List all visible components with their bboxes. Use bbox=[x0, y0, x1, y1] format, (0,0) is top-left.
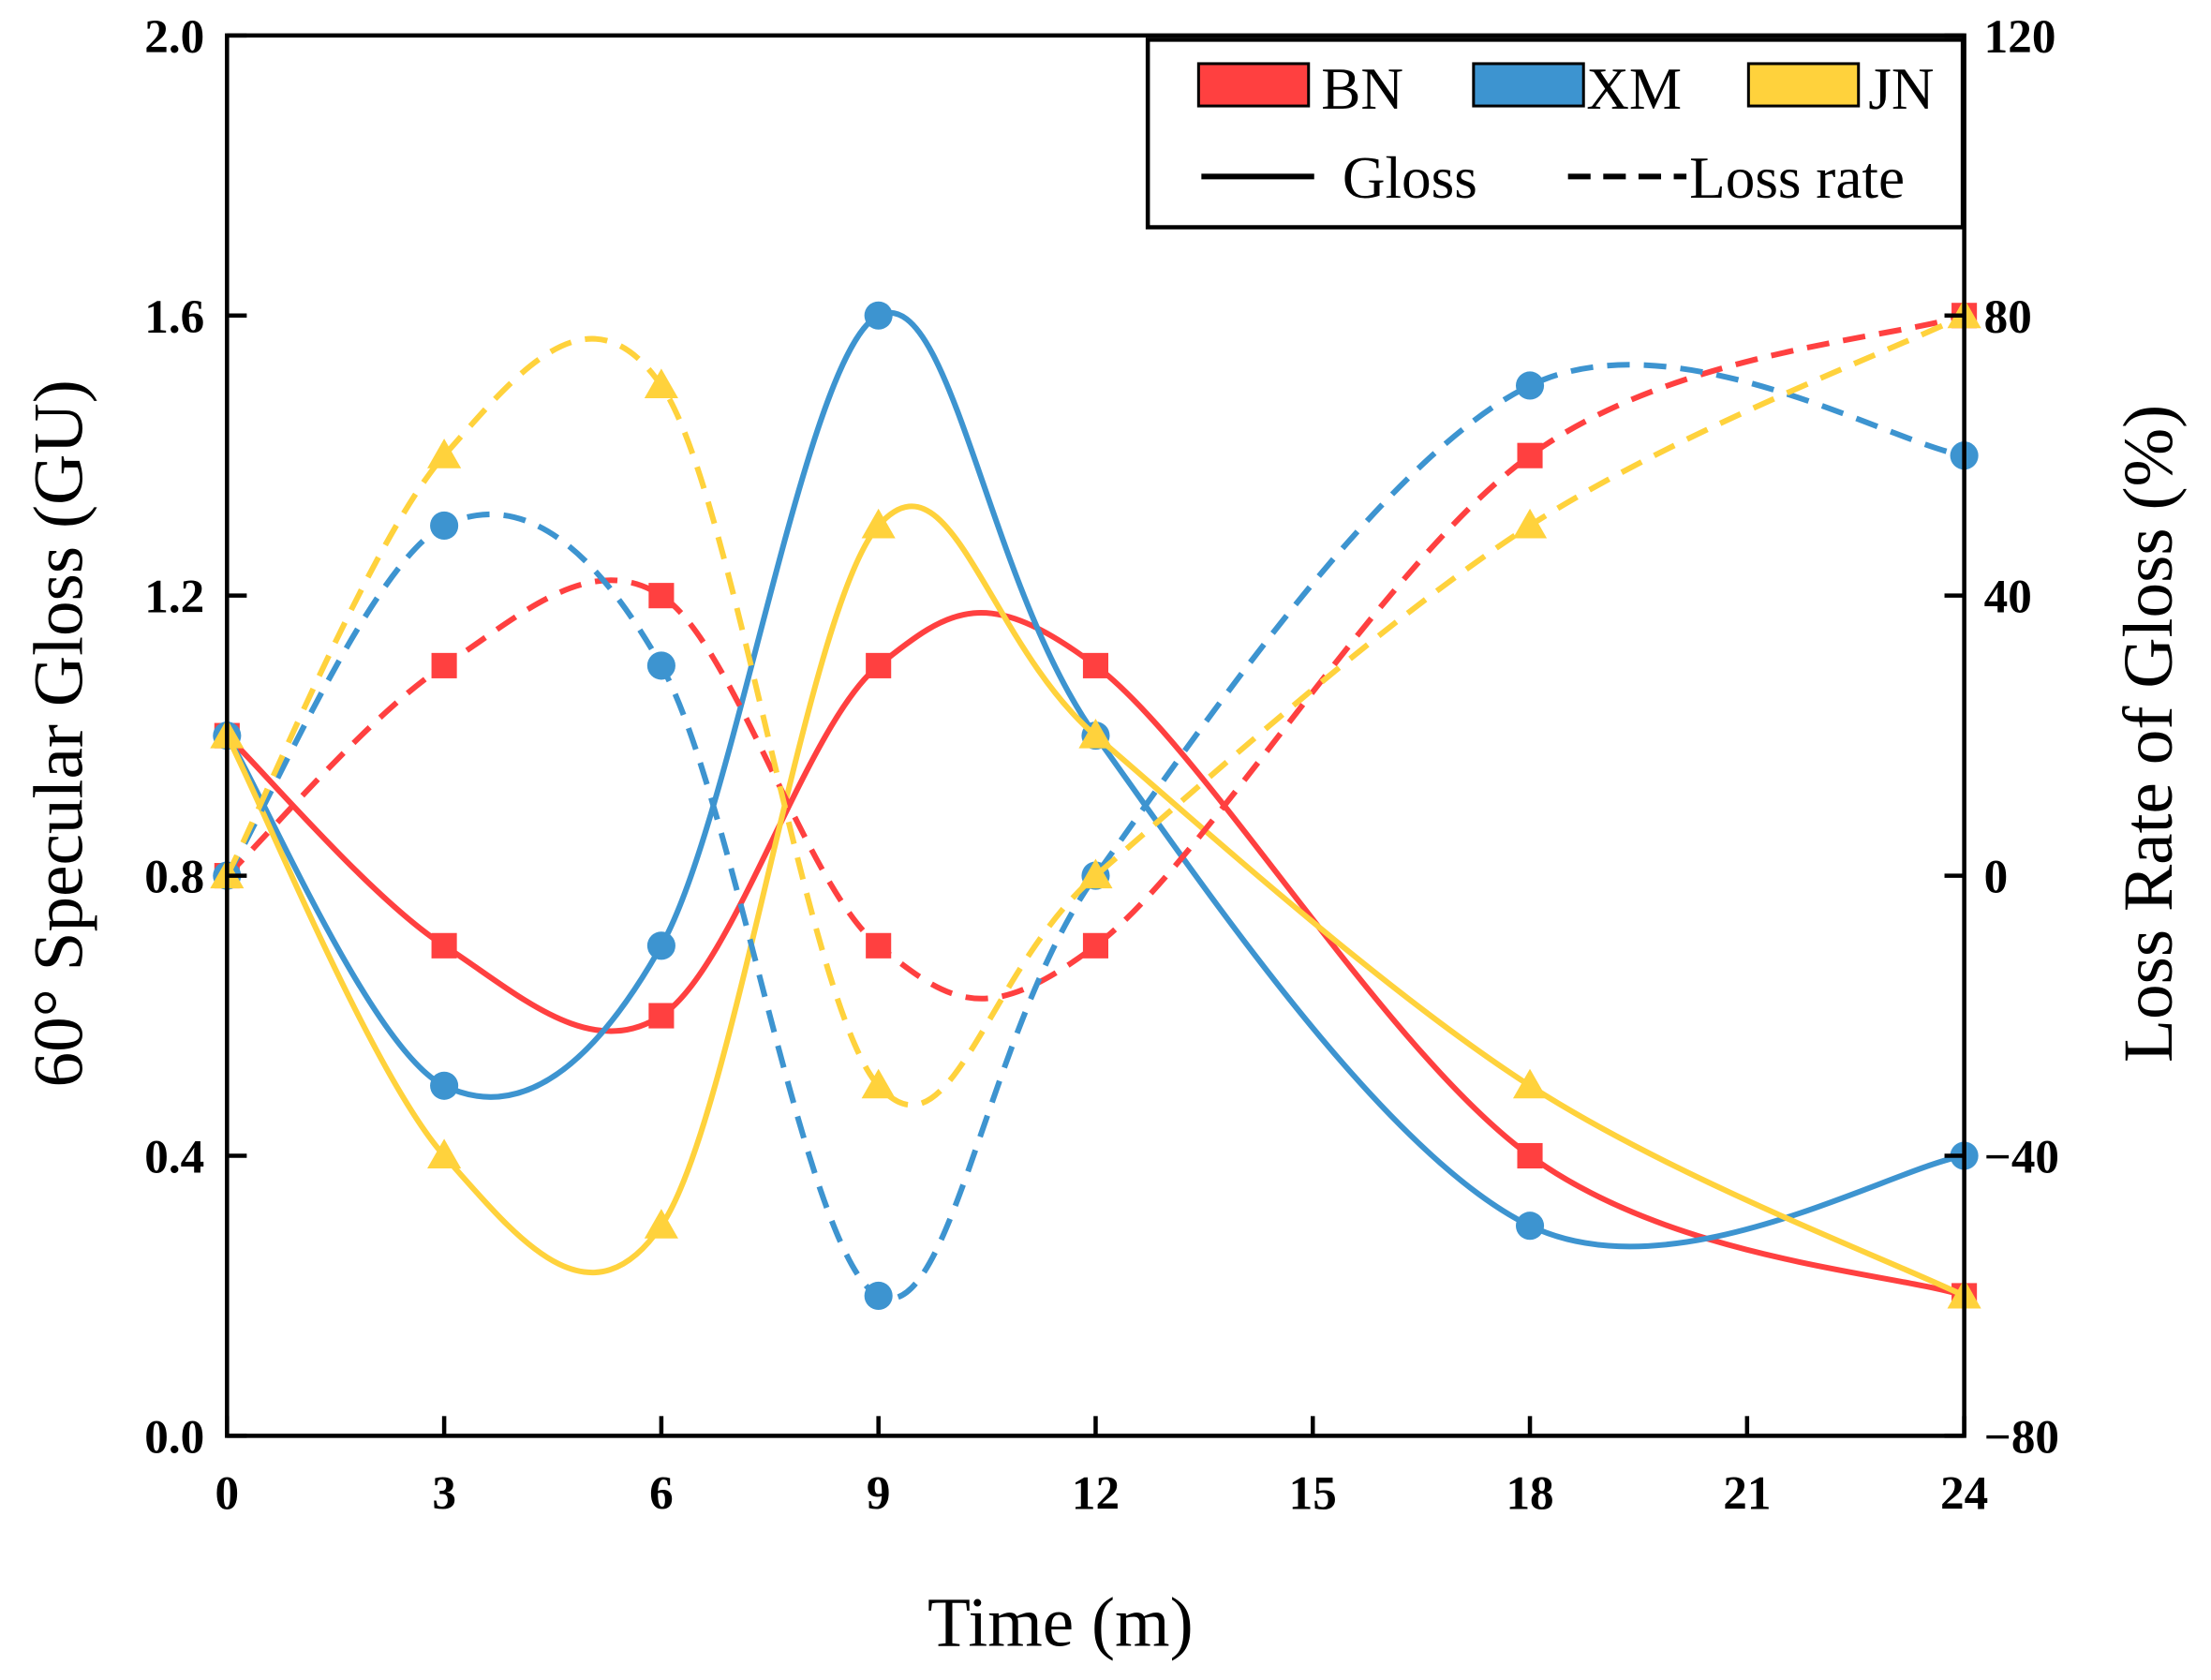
legend-swatch-jn bbox=[1746, 62, 1861, 108]
data-point-bn-loss-rate bbox=[866, 932, 892, 959]
y2-tick-label: −80 bbox=[1984, 1410, 2059, 1464]
series-line-bn-loss-rate bbox=[225, 312, 1966, 1002]
series-layer bbox=[210, 298, 1981, 1310]
data-point-jn-loss-rate bbox=[427, 439, 462, 468]
y2-tick-label: 0 bbox=[1984, 851, 2009, 904]
data-point-bn-gloss bbox=[648, 1003, 675, 1029]
data-point-bn-loss-rate bbox=[1082, 932, 1109, 959]
data-point-jn-loss-rate bbox=[644, 368, 678, 399]
data-point-bn-gloss bbox=[1082, 652, 1109, 678]
legend-label-bn: BN bbox=[1321, 56, 1403, 122]
data-point-xm-gloss bbox=[430, 1071, 459, 1100]
data-point-xm-loss-rate bbox=[646, 651, 675, 680]
series-line-xm-gloss bbox=[224, 309, 1966, 1250]
data-point-xm-loss-rate bbox=[1515, 371, 1545, 400]
legend-label-gloss: Gloss bbox=[1343, 145, 1477, 211]
data-point-bn-gloss bbox=[1517, 1142, 1543, 1169]
data-point-jn-gloss bbox=[427, 1138, 462, 1169]
x-tick-label: 21 bbox=[1723, 1467, 1771, 1521]
data-point-jn-loss-rate bbox=[1078, 858, 1113, 889]
data-point-bn-loss-rate bbox=[431, 652, 457, 678]
y-tick-label: 2.0 bbox=[144, 10, 204, 64]
y2-tick-label: 80 bbox=[1984, 290, 2032, 344]
x-tick-label: 6 bbox=[649, 1467, 674, 1521]
y-tick-label: 0.8 bbox=[144, 851, 204, 904]
series-line-xm-loss-rate bbox=[224, 362, 1966, 1301]
data-point-xm-gloss bbox=[864, 301, 893, 330]
y-tick-label: 1.2 bbox=[144, 571, 204, 624]
series-line-bn-gloss bbox=[225, 610, 1966, 1299]
legend-swatch-bn bbox=[1196, 62, 1311, 108]
data-point-xm-gloss bbox=[1515, 1212, 1545, 1241]
y-tick-label: 0.0 bbox=[144, 1410, 204, 1464]
data-point-bn-gloss bbox=[431, 932, 457, 959]
y-tick-label: 0.4 bbox=[144, 1131, 204, 1184]
data-point-bn-loss-rate bbox=[648, 583, 675, 609]
series-line-jn-loss-rate bbox=[224, 313, 1966, 1108]
y2-axis-label: Loss Rate of Gloss (%) bbox=[2110, 405, 2188, 1063]
data-point-xm-gloss bbox=[646, 931, 675, 960]
data-point-bn-loss-rate bbox=[1517, 442, 1543, 468]
data-point-xm-loss-rate bbox=[430, 511, 459, 540]
x-tick-label: 12 bbox=[1072, 1467, 1120, 1521]
x-tick-label: 0 bbox=[215, 1467, 240, 1521]
y2-tick-label: −40 bbox=[1984, 1131, 2059, 1184]
x-tick-label: 3 bbox=[432, 1467, 456, 1521]
x-tick-label: 18 bbox=[1506, 1467, 1553, 1521]
data-point-xm-loss-rate bbox=[864, 1281, 893, 1310]
ticks-layer: 0 3 6 9 12 15 18 21 24 0.0 0.4 0.8 1.2 1.6 2.0 −80 −40 0 4… bbox=[144, 10, 2059, 1521]
y-axis-label: 60° Specular Gloss (GU) bbox=[20, 379, 97, 1087]
series-line-jn-gloss bbox=[224, 503, 1966, 1299]
legend: BN XM JN Gloss Loss rate bbox=[1145, 37, 1966, 230]
y2-tick-label: 120 bbox=[1984, 10, 2056, 64]
data-point-jn-loss-rate bbox=[861, 1068, 896, 1099]
legend-swatch-xm bbox=[1472, 62, 1585, 108]
legend-label-xm: XM bbox=[1586, 56, 1682, 122]
y-tick-label: 1.6 bbox=[144, 290, 204, 344]
data-point-jn-gloss bbox=[1512, 1068, 1548, 1099]
data-point-bn-gloss bbox=[866, 652, 892, 678]
x-tick-label: 9 bbox=[867, 1467, 891, 1521]
legend-label-loss: Loss rate bbox=[1689, 145, 1905, 211]
x-axis-label: Time (m) bbox=[927, 1584, 1194, 1662]
data-point-jn-gloss bbox=[861, 508, 896, 539]
legend-label-jn: JN bbox=[1868, 56, 1934, 122]
data-point-jn-loss-rate bbox=[1512, 508, 1548, 539]
y2-tick-label: 40 bbox=[1984, 571, 2032, 624]
data-point-jn-gloss bbox=[644, 1209, 678, 1239]
x-tick-label: 24 bbox=[1940, 1467, 1988, 1521]
x-tick-label: 15 bbox=[1289, 1467, 1337, 1521]
data-point-jn-gloss bbox=[1078, 719, 1113, 749]
